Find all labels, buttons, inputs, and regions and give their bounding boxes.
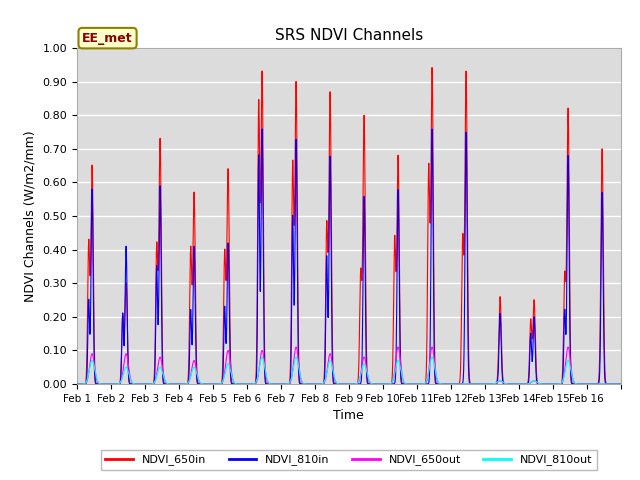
Y-axis label: NDVI Channels (W/m2/mm): NDVI Channels (W/m2/mm) xyxy=(24,130,36,302)
X-axis label: Time: Time xyxy=(333,409,364,422)
Title: SRS NDVI Channels: SRS NDVI Channels xyxy=(275,28,423,43)
Text: EE_met: EE_met xyxy=(82,32,133,45)
Legend: NDVI_650in, NDVI_810in, NDVI_650out, NDVI_810out: NDVI_650in, NDVI_810in, NDVI_650out, NDV… xyxy=(101,450,596,470)
